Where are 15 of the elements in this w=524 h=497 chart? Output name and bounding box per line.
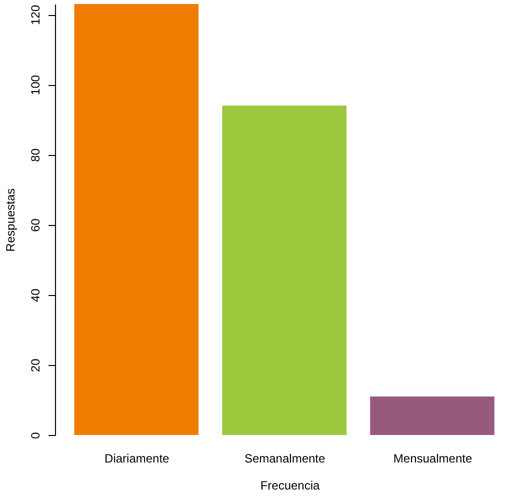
x-tick-label: Mensualmente (393, 452, 472, 466)
y-tick-label: 60 (28, 218, 42, 232)
y-tick-label: 80 (28, 148, 42, 162)
y-tick-label: 120 (28, 4, 42, 26)
bar (370, 396, 494, 435)
y-tick-label: 40 (28, 288, 42, 302)
y-axis-title: Respuestas (4, 188, 18, 252)
y-tick-label: 0 (28, 432, 42, 439)
x-tick-label: Semanalmente (244, 452, 326, 466)
y-tick-label: 100 (28, 74, 42, 96)
x-tick-label: Diariamente (104, 452, 170, 466)
x-axis-title: Frecuencia (260, 478, 320, 492)
y-tick-label: 20 (28, 358, 42, 372)
bar (222, 106, 346, 435)
bar (74, 4, 199, 435)
